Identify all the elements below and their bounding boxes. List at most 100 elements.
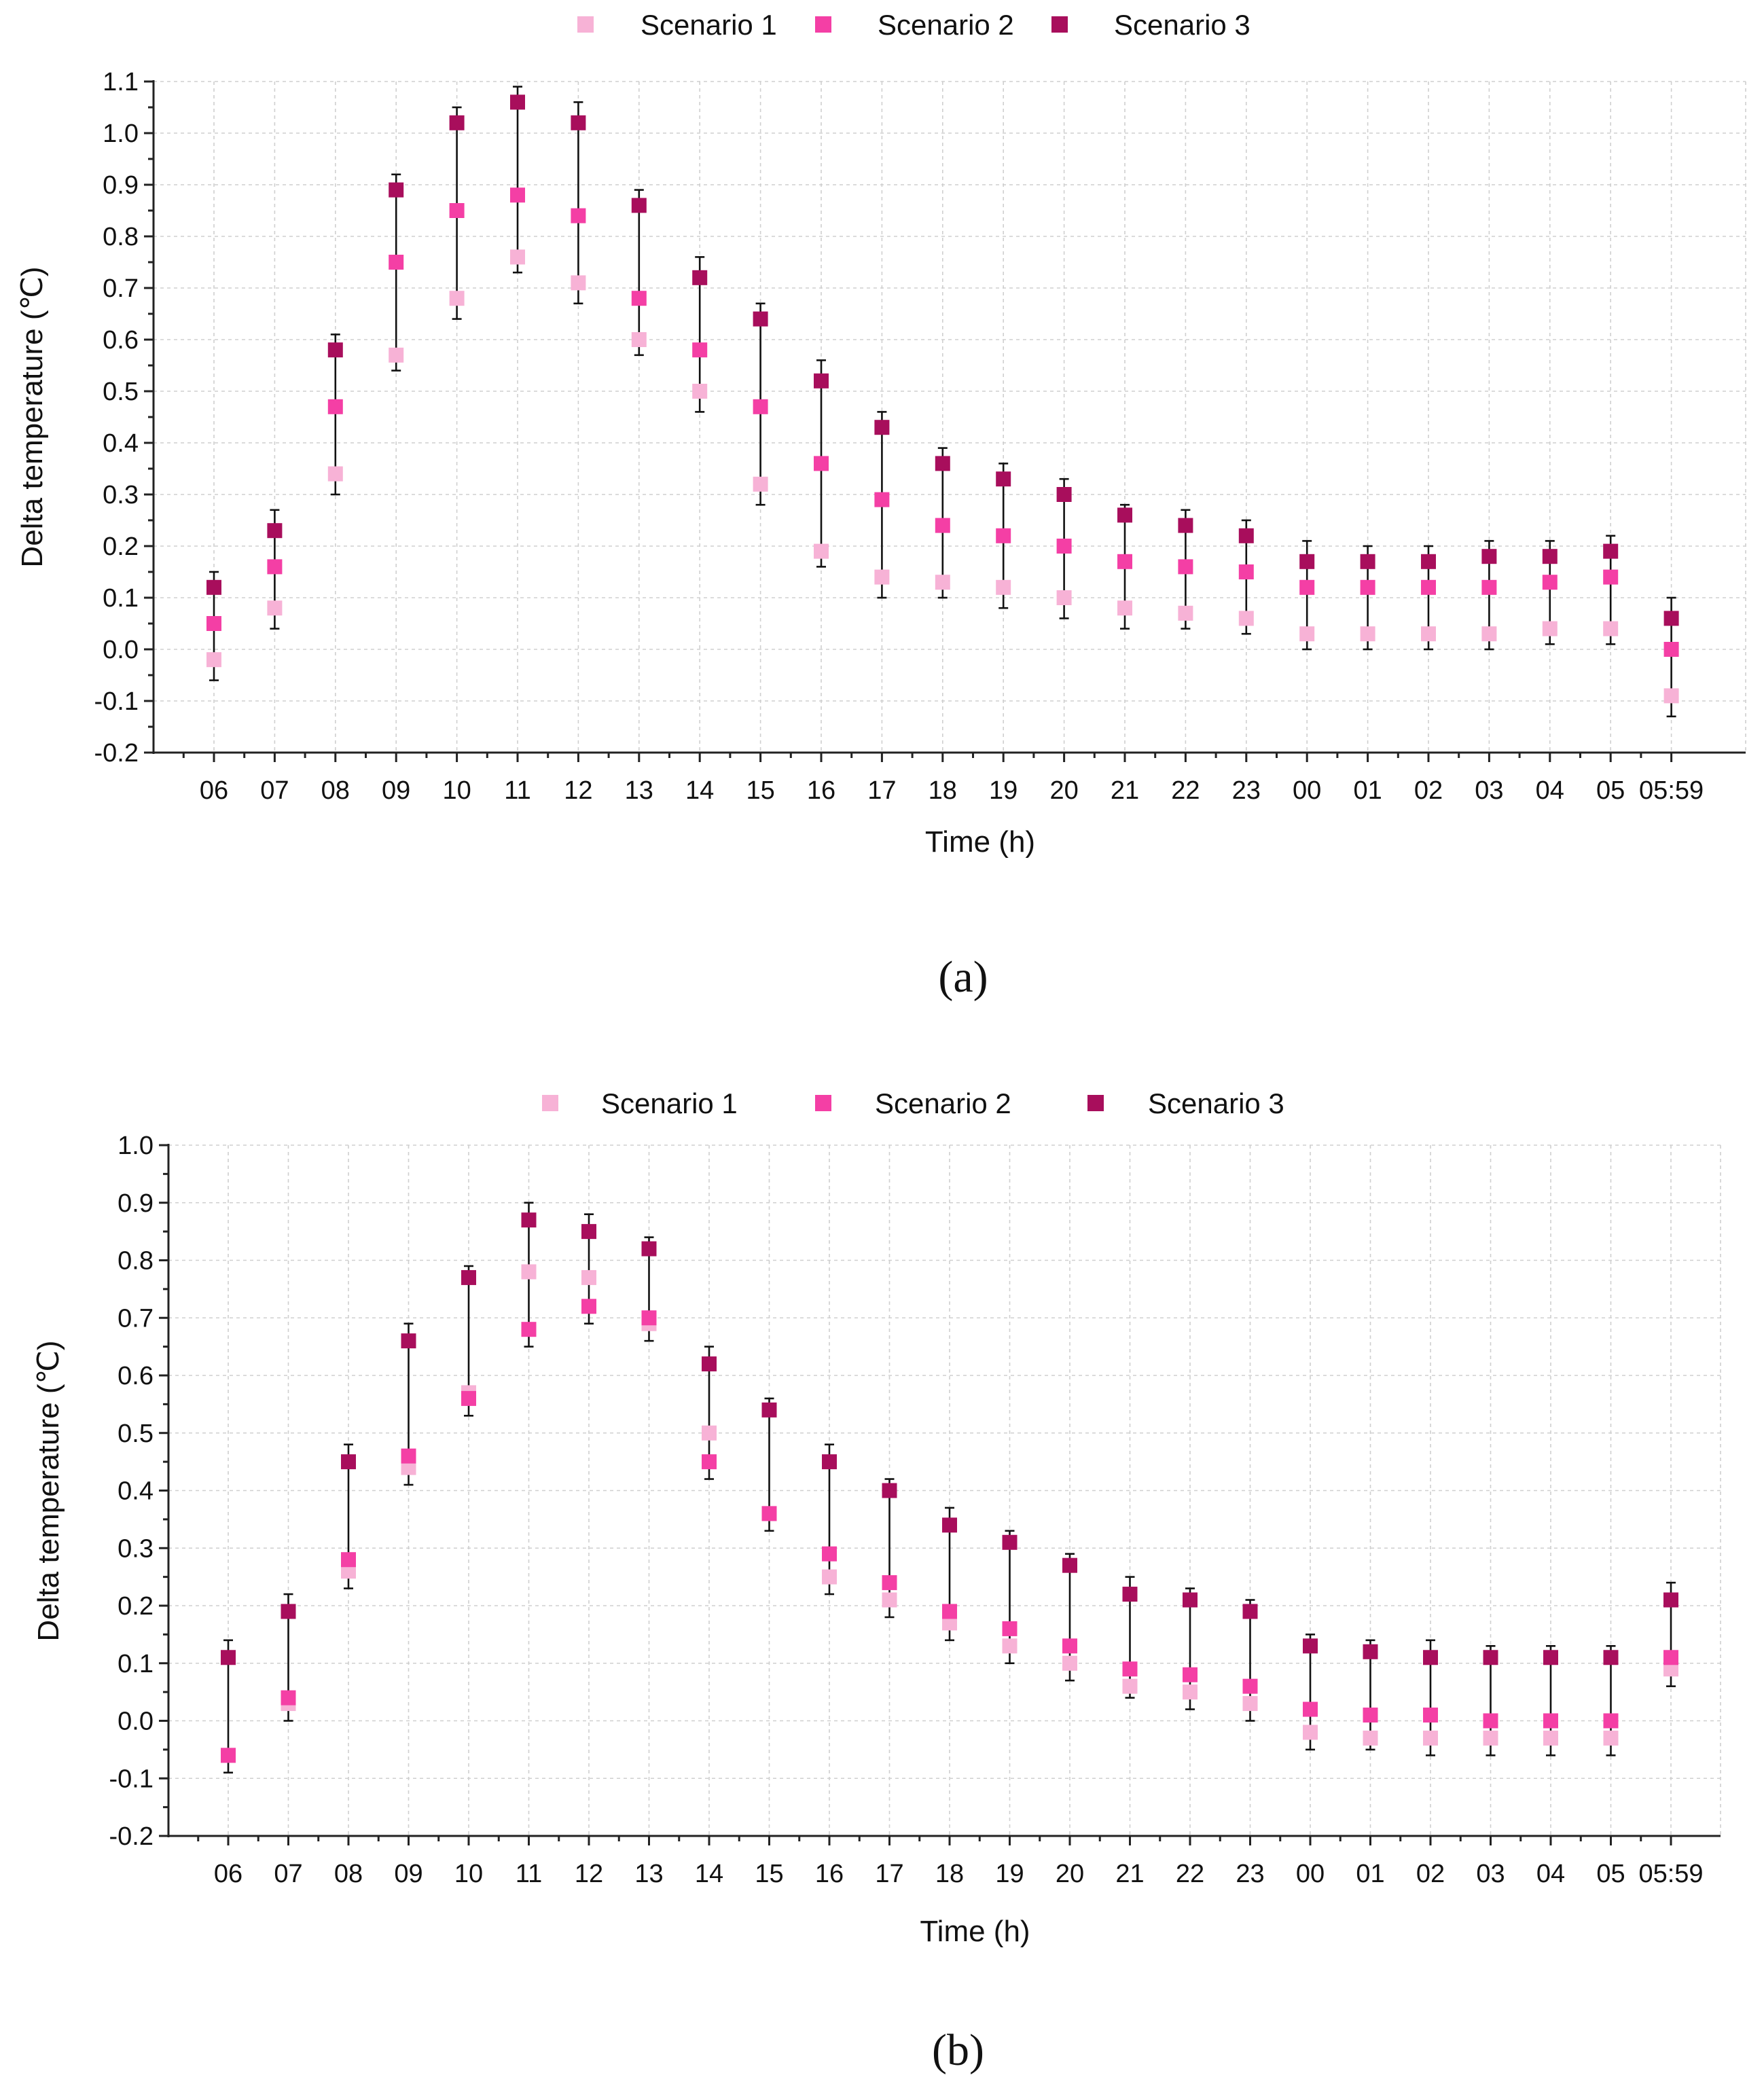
y-tick-label: 0.9	[118, 1189, 154, 1218]
point-scenario3-14	[692, 270, 708, 285]
point-scenario2-04	[1542, 575, 1558, 590]
point-scenario3-09	[389, 182, 404, 198]
point-scenario3-05:59	[1663, 611, 1679, 626]
chart-a: -0.2 -0.1 0.0 0.1 0.2 0.3 0.4 0.5 0.6 0.7 0.8 0.9 1.…	[16, 9, 1746, 1002]
point-scenario1-05:59	[1663, 1661, 1678, 1677]
point-scenario2-17	[874, 492, 890, 507]
point-scenario1-13	[631, 332, 647, 347]
x-tick-label: 13	[634, 1860, 663, 1888]
point-scenario1-00	[1303, 1725, 1318, 1740]
x-tick-label: 20	[1049, 776, 1078, 805]
point-scenario1-05	[1603, 621, 1619, 636]
point-scenario1-22	[1183, 1684, 1198, 1700]
x-tick-label: 06	[200, 776, 228, 805]
point-scenario3-10	[461, 1269, 476, 1285]
point-scenario3-15	[761, 1402, 777, 1418]
point-scenario3-22	[1178, 518, 1193, 533]
y-tick-label: 1.0	[103, 120, 139, 148]
point-scenario3-04	[1543, 1650, 1558, 1665]
y-tick-label: 0.3	[118, 1534, 154, 1563]
x-tick-label: 09	[394, 1860, 422, 1888]
point-scenario2-12	[581, 1299, 596, 1314]
point-scenario3-08	[327, 342, 343, 358]
point-scenario2-03	[1481, 579, 1497, 595]
point-scenario2-16	[822, 1546, 837, 1562]
point-scenario1-20	[1062, 1655, 1077, 1671]
point-scenario3-20	[1056, 487, 1072, 502]
point-scenario2-23	[1242, 1678, 1258, 1694]
y-tick-label: 0.8	[103, 223, 139, 251]
point-scenario3-00	[1299, 554, 1315, 569]
y-tick-label: -0.2	[109, 1822, 154, 1851]
x-tick-label: 11	[516, 1860, 542, 1888]
x-tick-label: 07	[260, 776, 289, 805]
point-scenario3-05:59	[1663, 1592, 1678, 1608]
point-scenario3-13	[631, 198, 647, 213]
y-tick-label: -0.1	[109, 1765, 154, 1793]
point-scenario2-13	[641, 1310, 657, 1326]
x-tick-label: 02	[1414, 776, 1443, 805]
point-scenario3-17	[882, 1483, 897, 1498]
x-tick-label: 00	[1293, 776, 1321, 805]
x-tick-label: 15	[746, 776, 774, 805]
y-axis-title: Delta temperature (℃)	[32, 1340, 65, 1641]
point-scenario1-06	[206, 652, 221, 668]
x-tick-label: 01	[1353, 776, 1382, 805]
point-scenario2-09	[401, 1448, 416, 1464]
x-tick-label: 11	[504, 776, 530, 805]
point-scenario2-18	[942, 1604, 957, 1619]
point-scenario3-02	[1421, 554, 1436, 569]
y-tick-label: 0.2	[103, 533, 139, 561]
point-scenario1-16	[814, 543, 829, 559]
x-axis-title: Time (h)	[925, 825, 1035, 859]
point-scenario1-16	[822, 1569, 837, 1585]
x-tick-label: 04	[1536, 1860, 1565, 1888]
point-scenario2-14	[702, 1454, 717, 1470]
point-scenario2-05	[1603, 569, 1619, 585]
point-scenario3-17	[874, 420, 890, 435]
point-scenario2-05:59	[1663, 1650, 1678, 1665]
point-scenario3-06	[221, 1650, 236, 1665]
point-scenario3-19	[1002, 1534, 1018, 1550]
point-scenario1-00	[1299, 626, 1315, 642]
y-tick-label: 0.5	[103, 378, 139, 406]
point-scenario3-11	[521, 1212, 537, 1228]
x-tick-label: 05	[1596, 1860, 1625, 1888]
point-scenario2-01	[1360, 579, 1375, 595]
x-tick-label: 20	[1056, 1860, 1084, 1888]
point-scenario1-09	[389, 347, 404, 363]
y-tick-label: 0.2	[118, 1592, 154, 1621]
y-tick-label: 0.7	[103, 274, 139, 303]
point-scenario1-11	[521, 1264, 537, 1280]
point-scenario3-16	[814, 373, 829, 389]
legend-label-1: Scenario 1	[641, 9, 777, 41]
x-tick-label: 17	[875, 1860, 903, 1888]
point-scenario1-14	[702, 1425, 717, 1441]
legend-label-2: Scenario 2	[878, 9, 1014, 41]
x-tick-label: 01	[1356, 1860, 1384, 1888]
point-scenario2-15	[753, 399, 768, 414]
legend-label-3: Scenario 3	[1148, 1087, 1284, 1119]
x-tick-label: 09	[382, 776, 410, 805]
point-scenario1-18	[935, 575, 950, 590]
legend-marker-3	[1087, 1095, 1104, 1111]
point-scenario1-22	[1178, 605, 1193, 621]
point-scenario2-23	[1238, 564, 1254, 579]
point-scenario3-05	[1603, 543, 1619, 559]
x-tick-label: 00	[1296, 1860, 1325, 1888]
point-scenario3-21	[1122, 1587, 1138, 1602]
point-scenario3-14	[702, 1356, 717, 1372]
y-tick-label: 0.3	[103, 481, 139, 509]
y-tick-label: 0.5	[118, 1420, 154, 1448]
point-scenario3-04	[1542, 549, 1558, 564]
point-scenario1-21	[1117, 600, 1132, 616]
x-tick-label: 21	[1115, 1860, 1144, 1888]
point-scenario2-04	[1543, 1713, 1558, 1729]
point-scenario1-07	[267, 600, 283, 616]
y-tick-label: 0.1	[118, 1650, 154, 1678]
y-tick-label: -0.2	[94, 739, 139, 768]
point-scenario1-21	[1122, 1678, 1138, 1694]
point-scenario1-09	[401, 1460, 416, 1475]
point-scenario1-03	[1481, 626, 1497, 642]
